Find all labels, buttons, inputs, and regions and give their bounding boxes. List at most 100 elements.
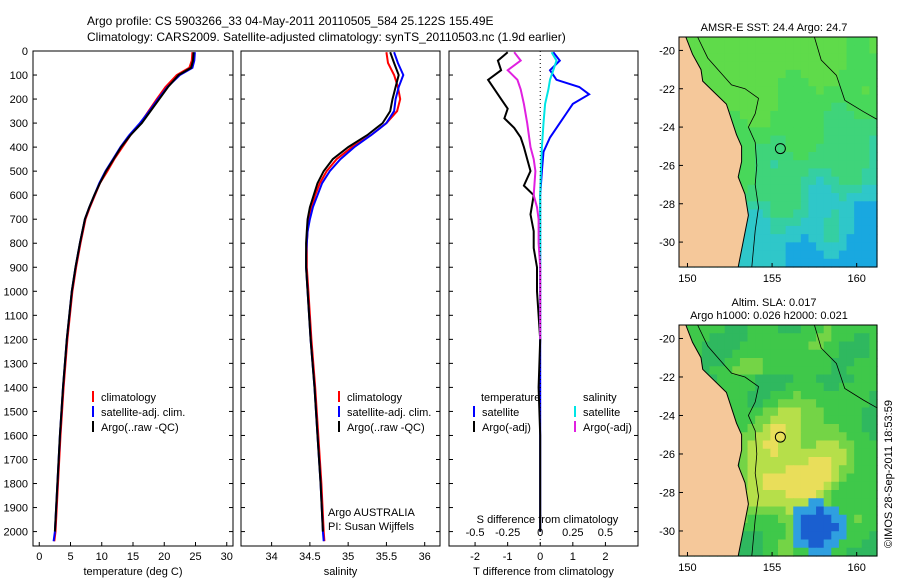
sla_map-cell (770, 391, 779, 400)
sla_map-cell (785, 473, 794, 483)
sla_map-cell (793, 349, 802, 359)
sla_map-cell (755, 325, 764, 334)
sla_map-cell (755, 366, 764, 376)
sla_map-cell (861, 539, 870, 549)
sst_map-cell (869, 127, 878, 137)
sst_map-cell (869, 234, 878, 243)
sst_map-cell (800, 86, 810, 96)
sst_map-cell (854, 69, 863, 79)
sla_map-cell (831, 325, 840, 334)
sst_map-cell (846, 119, 855, 128)
sst_map-cell (823, 250, 832, 260)
sla_map-cell (831, 539, 840, 549)
sla_map-cell (770, 341, 779, 351)
sla_map-cell (785, 531, 794, 541)
sst_map-cell (831, 184, 840, 194)
map-x-tick-label: 160 (848, 273, 866, 285)
sst_map-cell (838, 69, 848, 79)
sla_map-cell (808, 391, 817, 400)
sst_map-cell (762, 160, 771, 170)
sst_map-cell (770, 184, 779, 194)
sla_map-cell (838, 407, 848, 417)
sst_map-cell (861, 225, 870, 235)
sst_map-cell (785, 234, 794, 243)
sst_map-cell (854, 45, 863, 55)
sst_map-isobath (814, 36, 878, 120)
sla_map-cell (747, 415, 756, 425)
sst_map-cell (793, 258, 802, 268)
sst_map-cell (778, 193, 787, 202)
sla_map-cell (831, 374, 840, 384)
sla_map-cell (785, 506, 794, 516)
sst_map-cell (816, 86, 825, 96)
sla_map-cell (861, 407, 870, 417)
sla_map-cell (770, 539, 779, 549)
sst_map-cell (816, 78, 825, 87)
sst_map-cell (755, 86, 764, 96)
sst_map-cell (732, 119, 741, 128)
sla_map-cell (831, 514, 840, 524)
sst_map-cell (869, 242, 878, 252)
sst_map-cell (808, 119, 817, 128)
sst_map-cell (770, 53, 779, 63)
depth-tick-label: 900 (10, 262, 28, 274)
sst_map-cell (701, 61, 711, 71)
sst_map-cell (816, 193, 825, 202)
sst_map-cell (838, 127, 848, 137)
sla_map-cell (793, 473, 802, 483)
sst_map-cell (739, 127, 749, 137)
sla_map-cell (793, 382, 802, 392)
sst_map-cell (785, 45, 794, 55)
sla_map-cell (694, 333, 703, 343)
sla_map-cell (739, 440, 749, 450)
sla_map-cell (823, 440, 832, 450)
sla_map-frame (678, 324, 878, 557)
sst_map-cell (739, 37, 749, 46)
sst_map-cell (793, 225, 802, 235)
sla_map-cell (808, 432, 817, 442)
sst_map-cell (785, 242, 794, 252)
credit-text: ©IMOS 28-Sep-2011 18:53:59 (883, 400, 895, 548)
sst_map-cell (701, 37, 711, 46)
sla_map-cell (869, 506, 878, 516)
sla_map-cell (739, 399, 749, 409)
sst_map-cell (831, 102, 840, 112)
sst_map-cell (793, 37, 802, 46)
sla_map-cell (831, 349, 840, 359)
sla_map-cell (785, 448, 794, 458)
sla_map-cell (785, 481, 794, 491)
s-legend-title: salinity (583, 392, 617, 404)
sst_map-cell (770, 94, 779, 104)
sst_map-cell (739, 69, 749, 79)
sla_map-cell (838, 333, 848, 343)
sla_map-cell (808, 399, 817, 409)
sst_map-cell (816, 225, 825, 235)
sla_map-cell (800, 539, 810, 549)
sst_map-cell (755, 119, 764, 128)
sla_map-cell (823, 498, 832, 508)
sla_map-cell (785, 465, 794, 475)
sla_map-cell (831, 391, 840, 400)
sla_map-cell (838, 399, 848, 409)
sst_map-cell (778, 135, 787, 145)
map-y-tick-label: -30 (659, 237, 675, 249)
sla_map-cell (739, 391, 749, 400)
sla_map-cell (755, 341, 764, 351)
sst_map-cell (762, 234, 771, 243)
sla_map-cell (762, 407, 771, 417)
sst_map-cell (846, 127, 855, 137)
sla_map-cell (785, 382, 794, 392)
sla_map-cell (747, 448, 756, 458)
sla_map-cell (732, 358, 741, 367)
sla_map-cell (739, 333, 749, 343)
sla_map-cell (869, 374, 878, 384)
sst_map-cell (846, 201, 855, 211)
sla_map-cell (816, 366, 825, 376)
sla_map-cell (739, 325, 749, 334)
sst_map-cell (823, 176, 832, 186)
sla_map-cell (747, 514, 756, 524)
sla_map-cell (816, 374, 825, 384)
sla_map-cell (755, 465, 764, 475)
sst_map-cell (854, 234, 863, 243)
